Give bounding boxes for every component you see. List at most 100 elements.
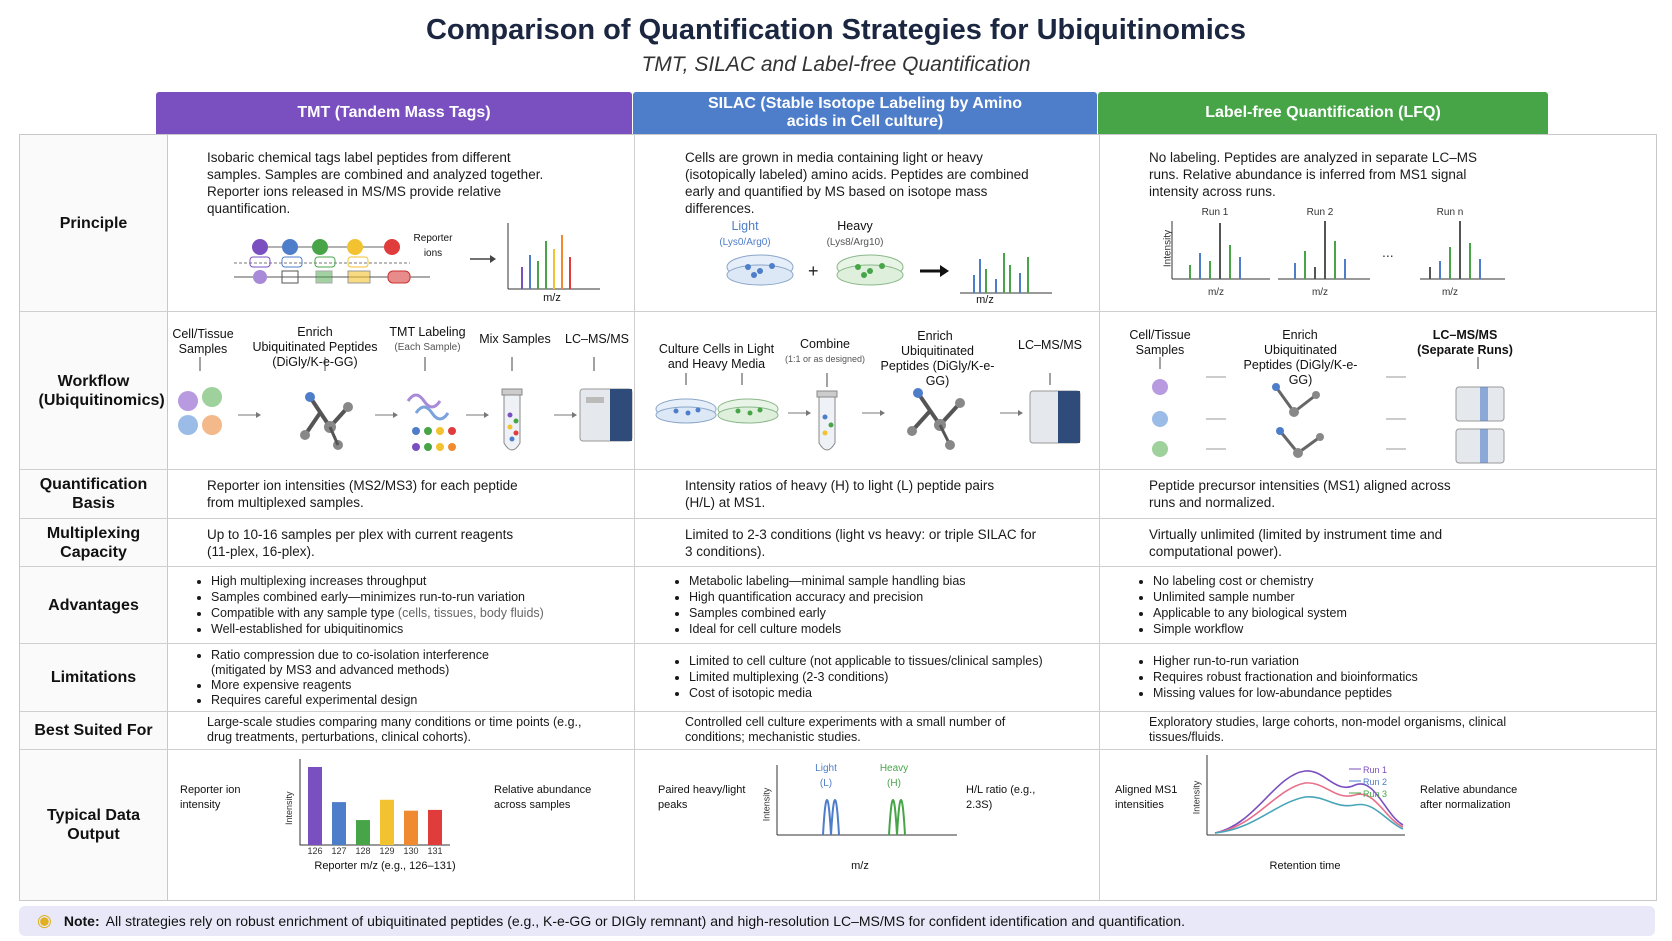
tmt-chart-ylabel: Intensity [284, 791, 294, 825]
row-label-data-output: Typical Data Output [20, 750, 168, 900]
tmt-tag-green-icon [312, 239, 328, 255]
silac-light-peak-2 [830, 799, 840, 836]
lfq-run-1-curve [1214, 770, 1404, 834]
silac-principle-text: Cells are grown in media containing ligh… [685, 150, 1029, 216]
lfq-multiplexing: Virtually unlimited (limited by instrume… [1149, 527, 1443, 559]
lfq-limitations: Higher run-to-run variation Requires rob… [1139, 653, 1539, 701]
lfq-run-2-label: Run 2 [1306, 207, 1334, 218]
tmt-principle-diagram [234, 223, 600, 290]
row-label-workflow: Workflow (Ubiquitinomics) [20, 312, 168, 469]
tmt-chart-axes [299, 759, 450, 846]
tmt-output-left: Reporter ion intensity [180, 784, 241, 811]
silac-light-label: Light [731, 219, 759, 233]
row-label-multiplexing: Multiplexing Capacity [20, 519, 168, 566]
tmt-wf-step4: Mix Samples [479, 332, 551, 346]
tmt-principle-text: Isobaric chemical tags label peptides fr… [207, 150, 544, 216]
tmt-multiplexing: Up to 10-16 samples per plex with curren… [207, 527, 514, 559]
list-item: High quantification accuracy and precisi… [689, 589, 1085, 605]
tmt-labeled-peptides-icon [406, 393, 456, 451]
row-label-quant-basis: Quantification Basis [20, 470, 168, 518]
silac-quant-basis: Intensity ratios of heavy (H) to light (… [685, 478, 995, 510]
list-item: High multiplexing increases throughput [211, 573, 617, 589]
silac-wf-step4: LC–MS/MS [1018, 338, 1082, 352]
tmt-advantages: High multiplexing increases throughput S… [197, 573, 617, 637]
silac-light-sub: (Lys0/Arg0) [719, 237, 771, 248]
note-banner: ◉ Note: All strategies rely on robust en… [19, 906, 1655, 936]
silac-heavy-peak-1 [888, 799, 898, 836]
list-item: No labeling cost or chemistry [1153, 573, 1539, 589]
silac-output-left: Paired heavy/light peaks [658, 784, 746, 811]
silac-wf-step3-title: Enrich [917, 329, 953, 343]
tmt-mz-label: m/z [543, 292, 561, 304]
tmt-wf-step3-sub: (Each Sample) [394, 342, 461, 353]
tmt-output-right: Relative abundance across samples [494, 784, 592, 811]
silac-limitations: Limited to cell culture (not applicable … [675, 653, 1095, 701]
tmt-bar-131 [428, 809, 442, 845]
list-item: Cost of isotopic media [689, 685, 1095, 701]
tmt-tick-131: 131 [427, 846, 442, 855]
ubiquitin-peptide-icon [300, 392, 353, 450]
svg-text:...: ... [1382, 244, 1394, 260]
list-item: Limited to cell culture (not applicable … [689, 653, 1095, 669]
silac-heavy-label: Heavy [837, 219, 873, 233]
lfq-mz-label-3: m/z [1441, 287, 1459, 298]
silac-output-light: Light (L) [815, 763, 837, 789]
silac-output-heavy: Heavy (H) [879, 763, 909, 789]
row-label-advantages: Advantages [20, 567, 168, 643]
tmt-bar-130 [404, 810, 418, 845]
lfq-best-suited: Exploratory studies, large cohorts, non-… [1149, 715, 1507, 744]
tmt-wf-step2-title: Enrich [297, 325, 333, 339]
svg-text:+: + [808, 261, 819, 281]
tmt-tick-126: 126 [307, 846, 322, 855]
note-text: All strategies rely on robust enrichment… [105, 913, 1185, 929]
lfq-output-chart [1206, 755, 1405, 836]
tmt-tick-128: 128 [355, 846, 370, 855]
silac-light-peak-1 [822, 799, 832, 836]
page-title: Comparison of Quantification Strategies … [425, 14, 1247, 46]
silac-principle-diagram: + [726, 253, 1052, 294]
lfq-principle-text: No labeling. Peptides are analyzed in se… [1149, 150, 1477, 199]
lfq-mz-label-1: m/z [1207, 287, 1225, 298]
list-item: Requires careful experimental design [211, 693, 527, 708]
column-header-tmt: TMT (Tandem Mass Tags) [156, 92, 632, 134]
list-item: Higher run-to-run variation [1153, 653, 1539, 669]
list-item: Ideal for cell culture models [689, 621, 1085, 637]
silac-advantages: Metabolic labeling—minimal sample handli… [675, 573, 1085, 637]
silac-best-suited: Controlled cell culture experiments with… [685, 715, 1006, 744]
tmt-tag-purple-icon [252, 239, 268, 255]
list-item: Samples combined early [689, 605, 1085, 621]
tmt-bar-126 [308, 767, 322, 845]
silac-output-ylabel: Intensity [761, 787, 772, 822]
list-item: More expensive reagents [211, 678, 527, 693]
tmt-output-chart: Intensity 126 127 128 129 130 131 [284, 759, 450, 855]
lfq-output-ylabel: Intensity [1191, 780, 1202, 815]
tmt-bar-129 [380, 799, 394, 845]
tmt-wf-step3: TMT Labeling [389, 325, 466, 339]
row-label-best-suited: Best Suited For [20, 712, 168, 749]
lfq-wf-step1: Cell/Tissue Samples [1129, 328, 1191, 357]
list-item: Unlimited sample number [1153, 589, 1539, 605]
lfq-legend-run-1: Run 1 [1363, 765, 1388, 775]
mixed-tube-icon [501, 388, 523, 451]
list-item: Ratio compression due to co-isolation in… [211, 648, 527, 678]
list-item: Well-established for ubiquitinomics [211, 621, 617, 637]
row-label-limitations: Limitations [20, 644, 168, 711]
list-item: Samples combined early—minimizes run-to-… [211, 589, 617, 605]
row-label-principle: Principle [20, 135, 168, 311]
lfq-principle-diagram: ... [1171, 221, 1505, 280]
tmt-tick-129: 129 [379, 846, 394, 855]
lfq-wf-step2-title: Enrich [1282, 328, 1318, 342]
silac-output-right: H/L ratio (e.g., 2.3S) [966, 784, 1036, 811]
list-item: Requires robust fractionation and bioinf… [1153, 669, 1539, 685]
lfq-quant-basis: Peptide precursor intensities (MS1) alig… [1149, 478, 1451, 510]
silac-output-chart [776, 765, 957, 836]
lfq-run-2-curve [1214, 782, 1404, 834]
table-body: Principle Workflow (Ubiquitinomics) Quan… [19, 134, 1657, 901]
silac-wf-step1: Culture Cells in Light and Heavy Media [658, 342, 775, 371]
list-item: Simple workflow [1153, 621, 1539, 637]
tmt-quant-basis: Reporter ion intensities (MS2/MS3) for e… [207, 478, 518, 510]
tmt-workflow-diagram [178, 357, 633, 451]
silac-multiplexing: Limited to 2-3 conditions (light vs heav… [685, 527, 1037, 559]
tmt-reporter-ions-label: Reporter ions [413, 233, 453, 259]
tmt-tick-130: 130 [403, 846, 418, 855]
